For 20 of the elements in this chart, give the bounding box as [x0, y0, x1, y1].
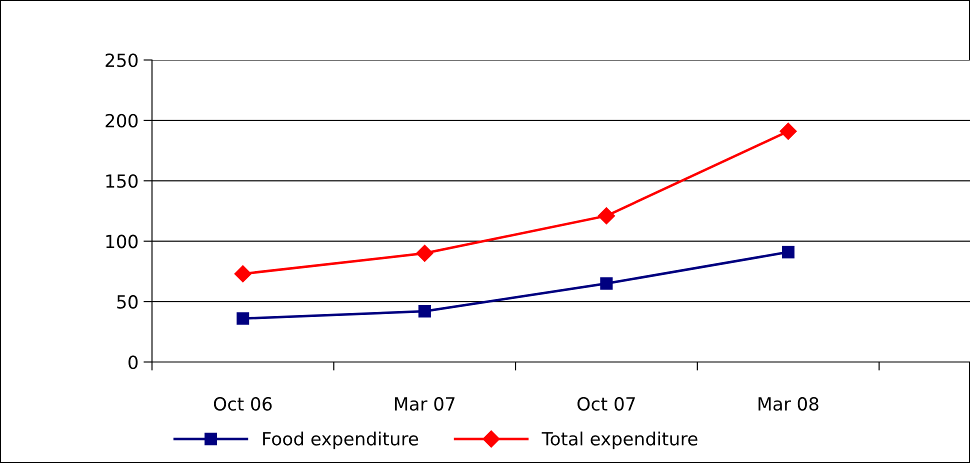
x-tick-label: Oct 06 — [214, 397, 272, 411]
y-tick-label: 150 — [106, 174, 138, 188]
point — [236, 312, 250, 325]
point — [780, 122, 797, 140]
y-tick-label: 100 — [106, 234, 138, 248]
point — [234, 265, 252, 282]
x-tick-label: Mar 08 — [758, 397, 818, 411]
y-tick-label: 50 — [117, 295, 138, 309]
point — [416, 244, 434, 262]
point — [598, 207, 615, 224]
point — [782, 246, 794, 258]
legend-label: Total expenditure — [542, 432, 698, 450]
y-tick-label: 0 — [128, 355, 138, 370]
point — [600, 277, 613, 290]
x-tick-label: Mar 07 — [395, 397, 455, 411]
x-tick-label: Oct 07 — [577, 397, 635, 411]
y-tick-label: 250 — [106, 53, 138, 68]
point — [418, 305, 431, 318]
y-tick-label: 200 — [106, 114, 138, 128]
legend-label: Food expenditure — [263, 432, 418, 450]
